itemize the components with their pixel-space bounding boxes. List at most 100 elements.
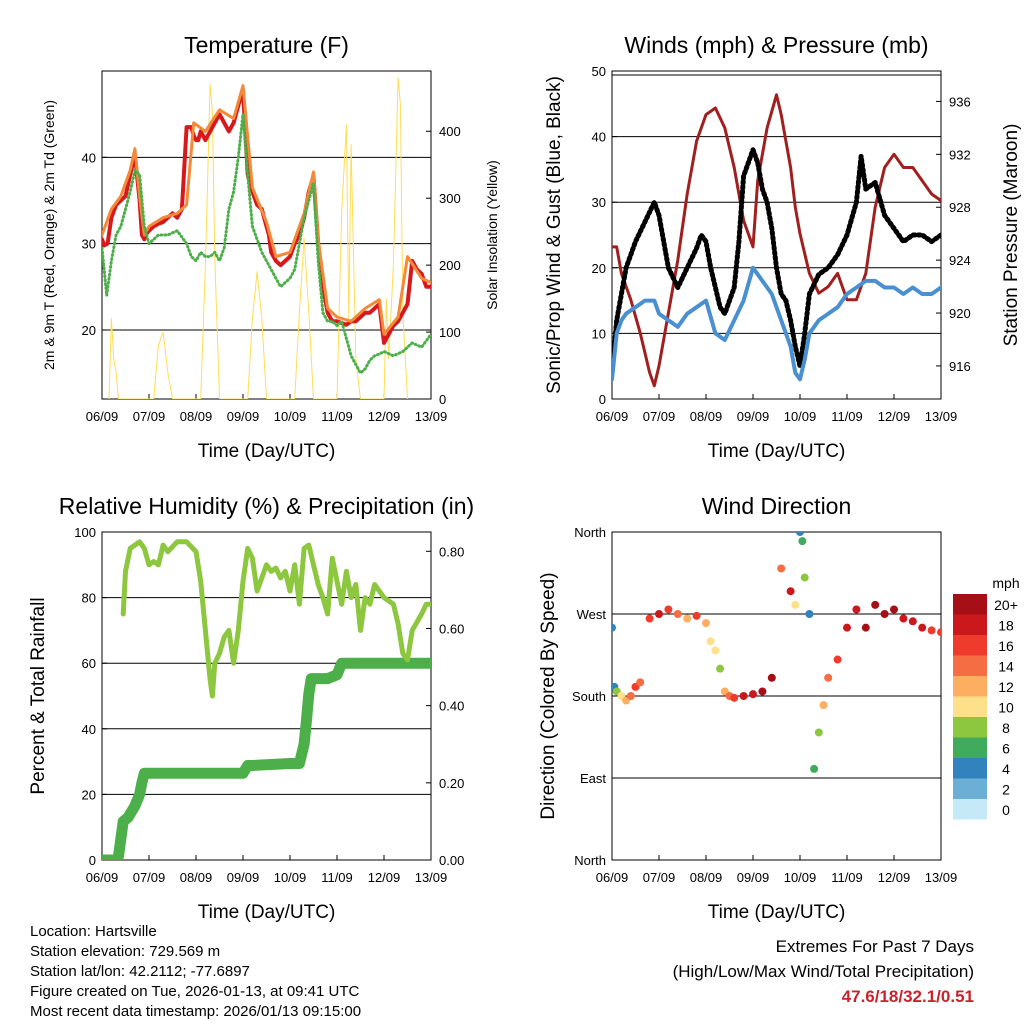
y-tick-label: 10 [592, 326, 606, 341]
station-info: Location: Hartsville Station elevation: … [30, 922, 361, 1022]
direction-point [843, 623, 851, 632]
y2-tick-label: 0.00 [439, 853, 464, 868]
y-axis-label: Direction (Colored By Speed) [538, 572, 559, 819]
chart-title: Wind Direction [702, 493, 852, 519]
legend-label: 18 [998, 618, 1014, 634]
y-tick-label: South [572, 689, 606, 704]
y2-axis-label: Solar Insolation (Yellow) [484, 160, 500, 310]
y-tick-label: 30 [82, 237, 96, 252]
legend-label: 12 [998, 679, 1014, 695]
direction-point [702, 619, 710, 628]
x-tick-label: 06/09 [596, 409, 629, 424]
x-tick-label: 10/09 [784, 870, 817, 885]
x-tick-label: 13/09 [415, 409, 448, 424]
legend-swatch [953, 758, 987, 779]
x-tick-label: 12/09 [878, 409, 911, 424]
y-axis-label: Percent & Total Rainfall [28, 597, 49, 794]
direction-point [908, 617, 917, 626]
y-tick-label: 60 [82, 656, 96, 671]
legend-swatch [953, 799, 987, 820]
x-tick-label: 08/09 [690, 409, 723, 424]
direction-point [918, 623, 927, 632]
legend-label: 8 [1002, 720, 1010, 736]
legend-swatch [953, 717, 987, 738]
x-tick-label: 11/09 [831, 870, 863, 885]
y2-tick-label: 0.20 [439, 776, 464, 791]
direction-point [810, 764, 819, 773]
recent-data-timestamp: Most recent data timestamp: 2026/01/13 0… [30, 1003, 362, 1020]
y-tick-label: East [580, 771, 606, 786]
direction-point [805, 610, 814, 618]
direction-point [880, 610, 889, 618]
chart-title: Relative Humidity (%) & Precipitation (i… [59, 493, 474, 519]
legend-swatch [953, 655, 987, 676]
legend-label: 4 [1002, 761, 1010, 777]
direction-point [730, 693, 739, 702]
y2-tick-label: 0.60 [439, 621, 464, 636]
plot-frame [101, 70, 432, 400]
legend-label: 14 [998, 659, 1014, 675]
y-tick-label: 50 [592, 64, 606, 79]
legend-label: 10 [998, 700, 1014, 716]
x-tick-label: 12/09 [878, 870, 911, 885]
series-2m-td [102, 112, 431, 375]
series-9m-t [102, 84, 431, 336]
direction-point [814, 728, 823, 737]
x-tick-label: 07/09 [133, 870, 166, 885]
direction-point [937, 628, 941, 637]
direction-point [612, 623, 616, 632]
x-tick-label: 12/09 [368, 409, 401, 424]
y2-tick-label: 0 [439, 392, 446, 407]
plot-frame [101, 531, 432, 861]
x-tick-label: 11/09 [321, 870, 353, 885]
y-tick-label: West [577, 607, 607, 622]
x-axis-label: Time (Day/UTC) [708, 441, 846, 462]
y2-tick-label: 300 [439, 191, 461, 206]
series-total-precipitation [102, 657, 431, 860]
extremes-title: Extremes For Past 7 Days [775, 937, 974, 956]
y-tick-label: 40 [82, 722, 96, 737]
x-tick-label: 07/09 [643, 870, 676, 885]
y-tick-label: 100 [74, 525, 96, 540]
x-tick-label: 12/09 [368, 870, 401, 885]
y2-tick-label: 916 [949, 359, 971, 374]
direction-point [861, 623, 870, 632]
legend-label: 2 [1002, 782, 1010, 798]
x-tick-label: 10/09 [784, 409, 817, 424]
direction-point [655, 610, 663, 618]
extremes-subtitle: (High/Low/Max Wind/Total Precipitation) [672, 962, 974, 981]
y-tick-label: 20 [82, 323, 96, 338]
direction-point [791, 600, 800, 609]
y2-tick-label: 100 [439, 325, 461, 340]
figure-created: Figure created on Tue, 2026-01-13, at 09… [30, 983, 360, 1000]
y-tick-label: 0 [599, 392, 606, 407]
x-tick-label: 08/09 [180, 409, 213, 424]
legend-title: mph [992, 575, 1019, 591]
y2-tick-label: 200 [439, 258, 461, 273]
y2-tick-label: 936 [949, 94, 971, 109]
direction-point [871, 600, 880, 609]
y-tick-label: 0 [89, 853, 96, 868]
x-tick-label: 10/09 [274, 870, 307, 885]
legend-label: 20+ [994, 597, 1018, 613]
chart-title: Winds (mph) & Pressure (mb) [624, 32, 928, 58]
series-wind [612, 265, 941, 382]
legend-label: 6 [1002, 741, 1010, 757]
legend-swatch [953, 614, 987, 635]
direction-point [890, 605, 898, 614]
x-tick-label: 07/09 [133, 409, 166, 424]
direction-point [739, 692, 748, 700]
direction-point [824, 673, 833, 682]
x-tick-label: 09/09 [737, 870, 770, 885]
station-latlon: Station lat/lon: 42.2112; -77.6897 [30, 963, 250, 980]
x-axis-label: Time (Day/UTC) [708, 902, 846, 923]
legend-label: 0 [1002, 802, 1010, 818]
x-tick-label: 09/09 [227, 409, 260, 424]
x-tick-label: 06/09 [86, 409, 119, 424]
y2-axis-label: Station Pressure (Maroon) [1001, 124, 1022, 347]
direction-point [927, 626, 936, 635]
direction-point [673, 610, 682, 618]
direction-point [716, 664, 725, 673]
